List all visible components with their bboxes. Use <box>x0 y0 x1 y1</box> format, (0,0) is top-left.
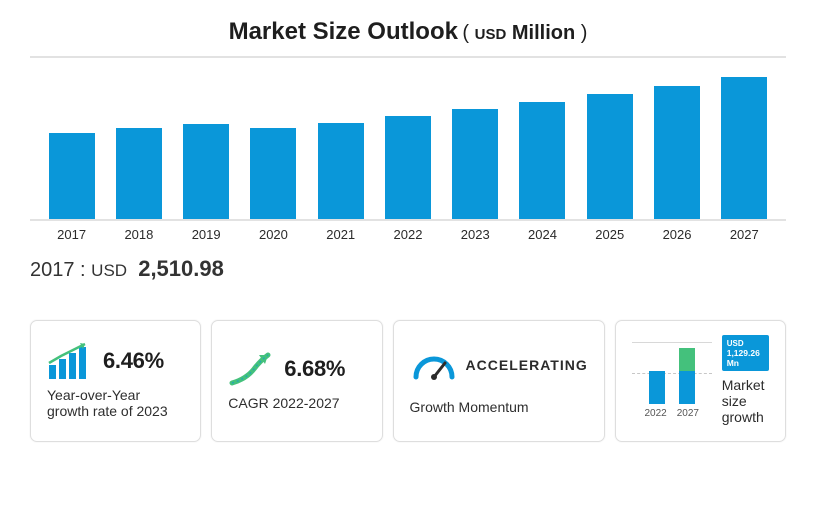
x-label-2020: 2020 <box>240 227 307 242</box>
card-cagr: 6.68% CAGR 2022-2027 <box>211 320 382 442</box>
bar-2026 <box>654 86 700 219</box>
growth-tag-unit: Mn <box>727 358 739 368</box>
bar-2017 <box>49 133 95 219</box>
bar-2025 <box>587 94 633 219</box>
bar-2019 <box>183 124 229 219</box>
title-currency: USD <box>475 26 507 43</box>
title-unit-wrap: ( USD Million ) <box>462 22 587 44</box>
bar-2022 <box>385 116 431 219</box>
cagr-label: CAGR 2022-2027 <box>228 395 365 411</box>
bar-2020 <box>250 128 296 219</box>
x-label-2025: 2025 <box>576 227 643 242</box>
gauge-icon <box>410 345 456 385</box>
growth-label: Market size growth <box>722 377 769 425</box>
mini-label-a: 2022 <box>644 408 666 419</box>
mini-bar-2022 <box>649 371 665 404</box>
footnote-sep: : <box>75 259 92 281</box>
x-label-2021: 2021 <box>307 227 374 242</box>
x-label-2018: 2018 <box>105 227 172 242</box>
x-label-2022: 2022 <box>374 227 441 242</box>
cagr-metric: 6.68% <box>284 356 345 382</box>
bar-growth-icon <box>47 341 93 381</box>
momentum-status: ACCELERATING <box>466 357 588 373</box>
x-label-2023: 2023 <box>442 227 509 242</box>
market-size-bar-chart <box>30 56 786 221</box>
card-market-size-growth: 2022 2027 USD 1,129.26 Mn Market size gr… <box>615 320 786 442</box>
x-label-2027: 2027 <box>711 227 778 242</box>
footnote-year: 2017 <box>30 259 75 281</box>
growth-tag-currency: USD <box>727 339 744 348</box>
page-title: Market Size Outlook <box>229 18 458 45</box>
arrow-growth-icon <box>228 349 274 389</box>
growth-tag-value: 1,129.26 <box>727 348 760 358</box>
mini-bar-cap <box>679 348 695 371</box>
bar-2018 <box>116 128 162 219</box>
footnote-currency: USD <box>91 261 127 280</box>
x-label-2026: 2026 <box>643 227 710 242</box>
bar-2027 <box>721 77 767 219</box>
mini-label-b: 2027 <box>677 408 699 419</box>
yoy-metric: 6.46% <box>103 348 164 374</box>
bar-2023 <box>452 109 498 219</box>
x-label-2019: 2019 <box>173 227 240 242</box>
yoy-label: Year-over-Year growth rate of 2023 <box>47 387 184 419</box>
growth-value-tag: USD 1,129.26 Mn <box>722 335 769 371</box>
card-yoy-growth: 6.46% Year-over-Year growth rate of 2023 <box>30 320 201 442</box>
bar-2024 <box>519 102 565 219</box>
chart-x-axis: 2017201820192020202120222023202420252026… <box>30 221 786 242</box>
footnote-value: 2,510.98 <box>138 256 224 281</box>
x-label-2024: 2024 <box>509 227 576 242</box>
mini-bar-2027 <box>679 348 695 404</box>
mini-comparison-chart: 2022 2027 <box>632 342 712 419</box>
card-growth-momentum: ACCELERATING Growth Momentum <box>393 320 605 442</box>
momentum-label: Growth Momentum <box>410 399 588 415</box>
x-label-2017: 2017 <box>38 227 105 242</box>
bar-2021 <box>318 123 364 219</box>
base-year-footnote: 2017 : USD 2,510.98 <box>30 256 786 282</box>
title-unit: Million <box>512 22 575 44</box>
